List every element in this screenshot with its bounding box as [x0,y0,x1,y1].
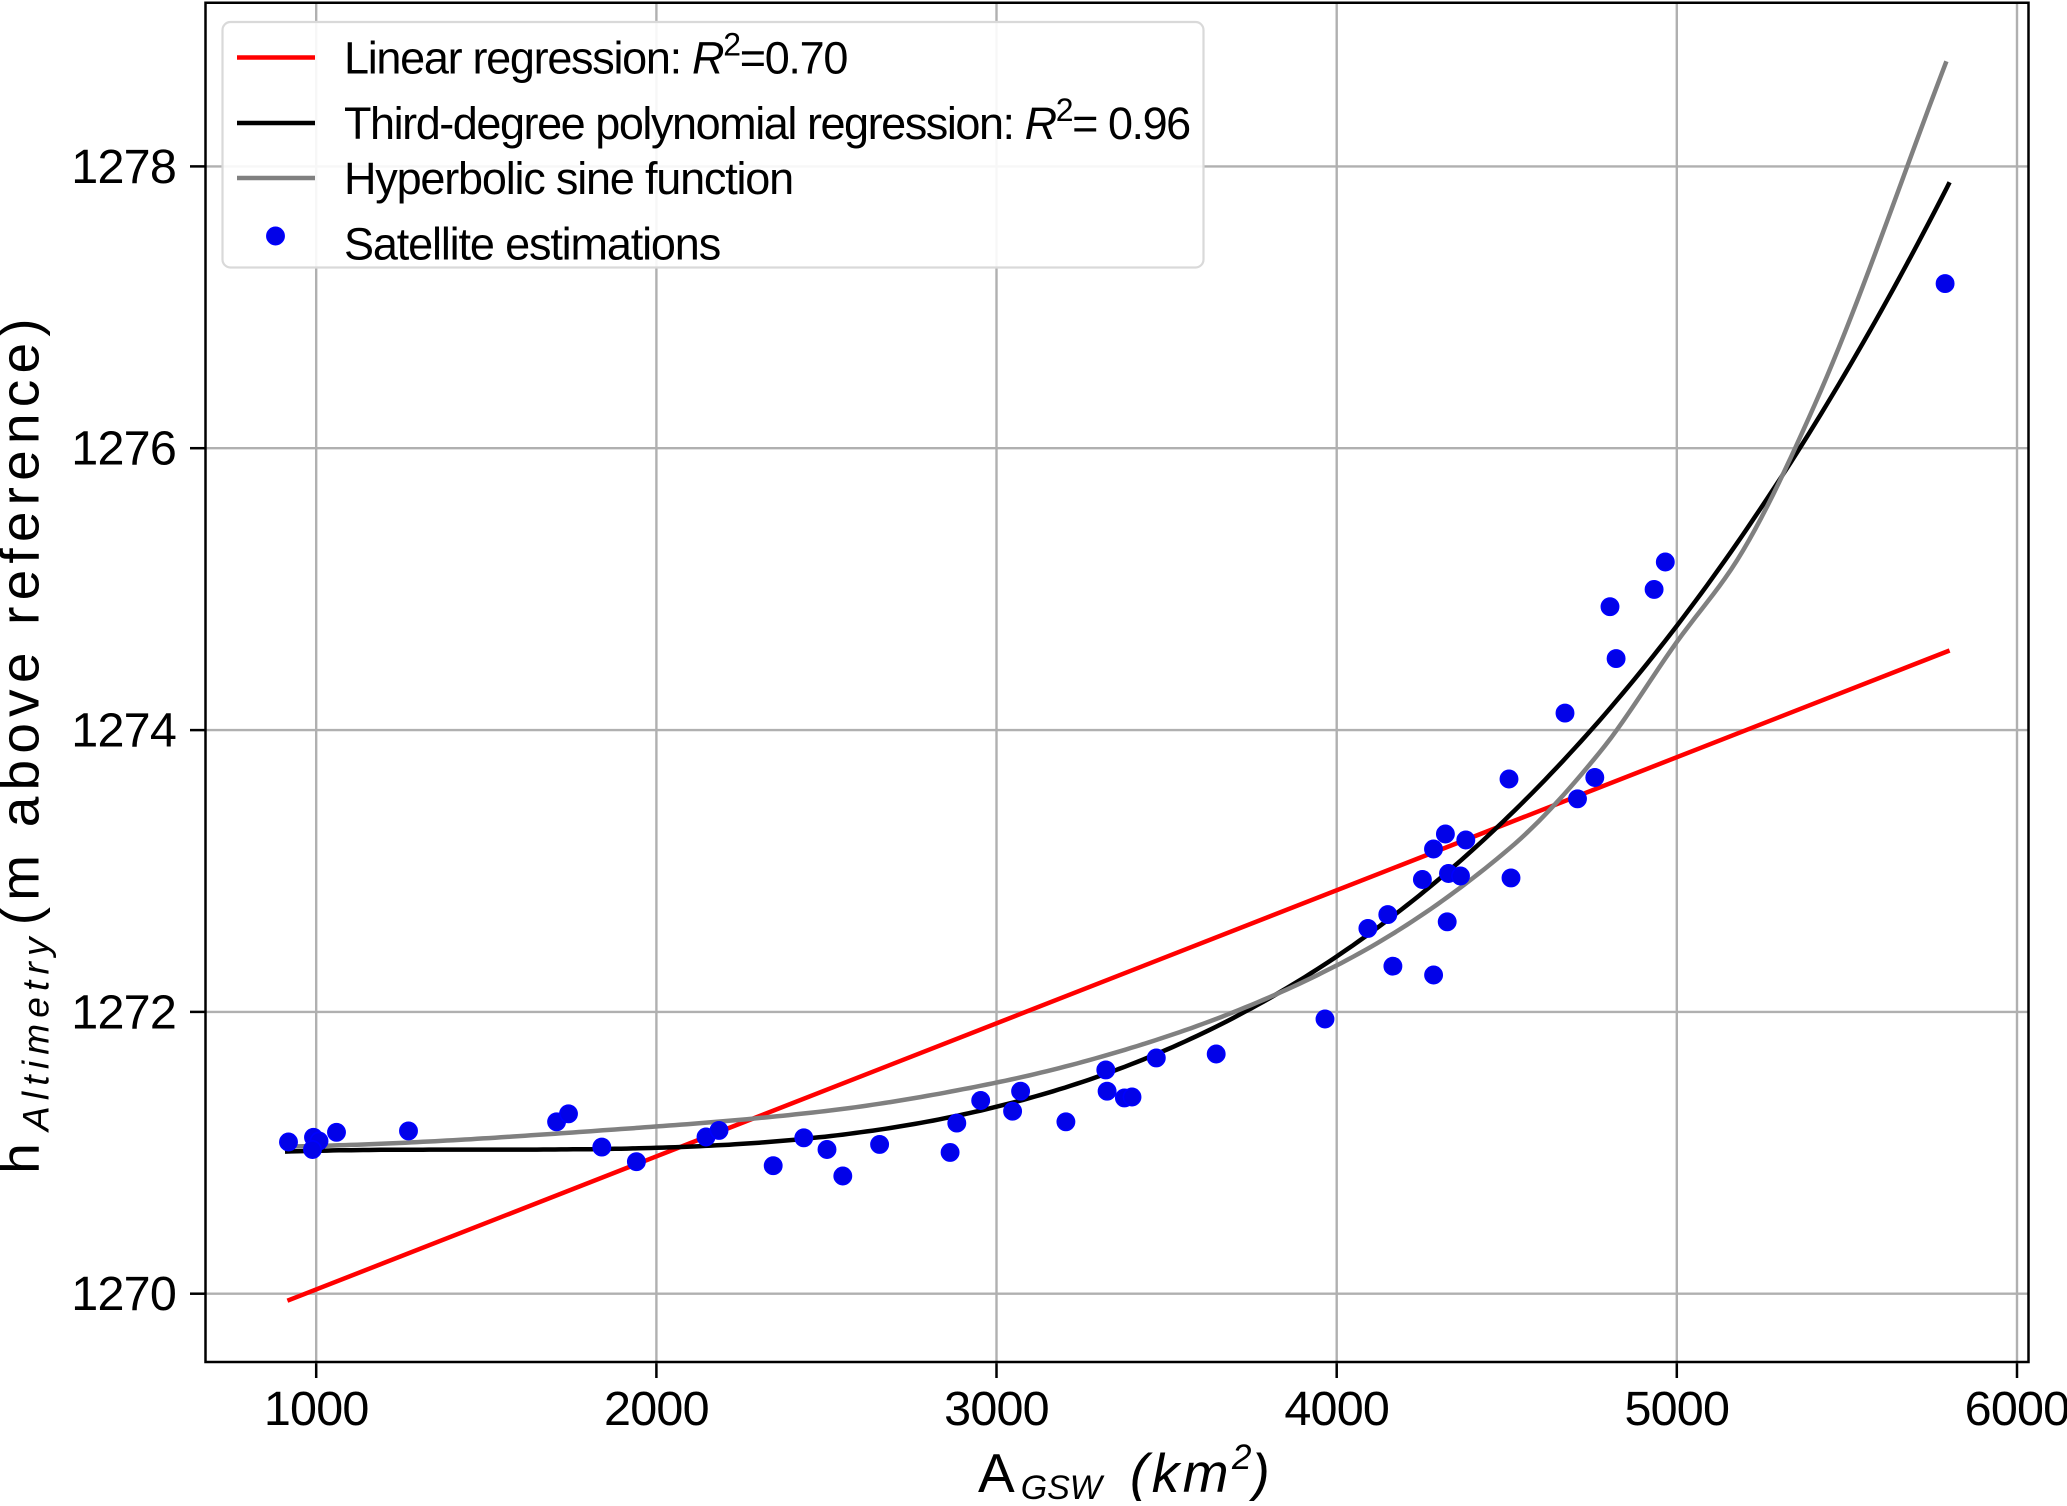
svg-text:1000: 1000 [264,1382,369,1436]
svg-text:Hyperbolic sine function: Hyperbolic sine function [344,153,793,204]
svg-text:1272: 1272 [71,985,176,1039]
svg-text:hAltimetry(m above reference): hAltimetry(m above reference) [0,312,57,1174]
svg-text:1276: 1276 [71,422,176,476]
svg-text:3000: 3000 [944,1382,1049,1436]
svg-text:1278: 1278 [71,140,176,194]
svg-text:6000: 6000 [1965,1382,2067,1436]
svg-text:2000: 2000 [604,1382,709,1436]
svg-text:5000: 5000 [1624,1382,1729,1436]
svg-text:Satellite estimations: Satellite estimations [344,219,720,270]
svg-text:4000: 4000 [1284,1382,1389,1436]
svg-text:Linear regression: R2=0.70: Linear regression: R2=0.70 [344,27,847,84]
svg-text:1274: 1274 [71,704,176,758]
svg-text:1270: 1270 [71,1267,176,1321]
svg-text:Third-degree polynomial regres: Third-degree polynomial regression: R2= … [344,92,1190,149]
